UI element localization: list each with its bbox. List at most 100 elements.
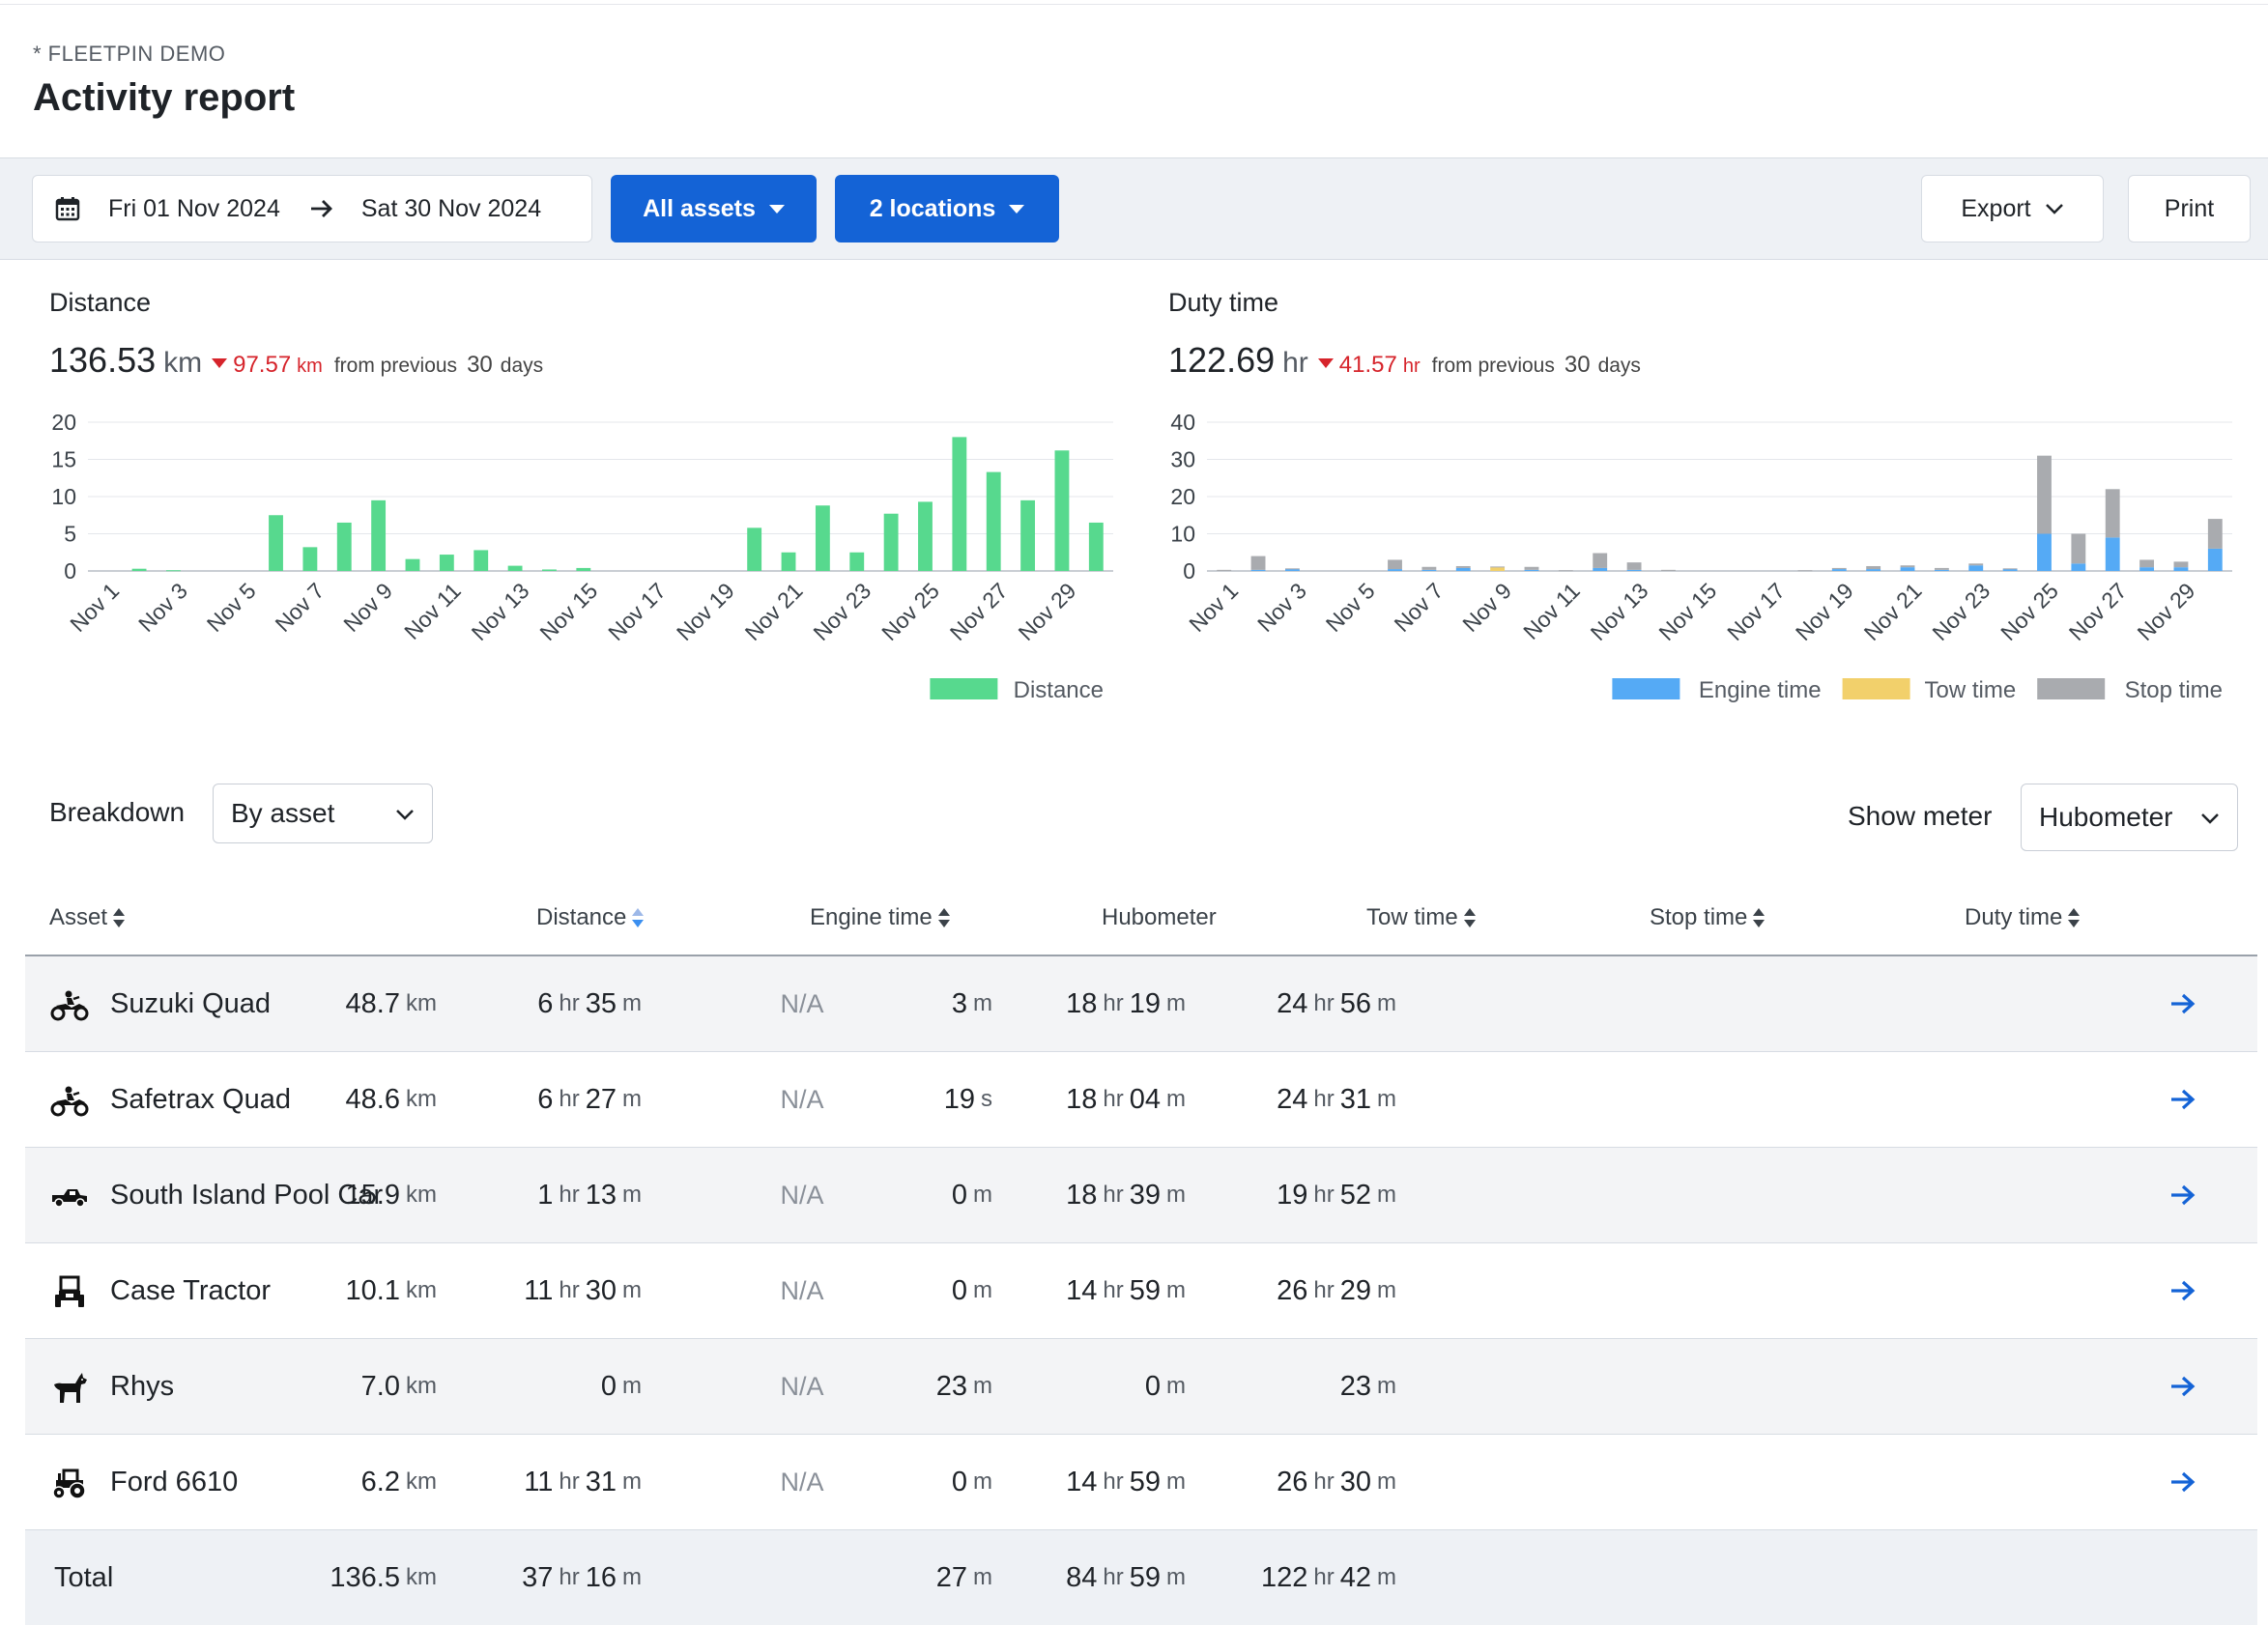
distance-x-tick-label: Nov 21 xyxy=(740,578,808,645)
duty-bar-engine-time[interactable] xyxy=(2105,537,2120,571)
duty-x-tick-label: Nov 3 xyxy=(1252,578,1311,637)
distance-bar-distance[interactable] xyxy=(918,501,933,571)
date-to[interactable]: Sat 30 Nov 2024 xyxy=(360,194,542,222)
duty-bar-engine-time[interactable] xyxy=(1626,569,1642,571)
duty-bar-engine-time[interactable] xyxy=(1866,569,1881,571)
duty-bar-engine-time[interactable] xyxy=(1284,569,1300,571)
distance-bar-distance[interactable] xyxy=(165,570,181,572)
distance-bar-distance[interactable] xyxy=(1054,450,1070,571)
distance-bar-distance[interactable] xyxy=(542,569,557,571)
duty-bar-stop-time[interactable] xyxy=(1490,566,1506,568)
duty-bar-stop-time[interactable] xyxy=(1250,556,1266,570)
arrow-right-icon[interactable] xyxy=(2168,1469,2197,1495)
header-tow-time[interactable]: Tow time xyxy=(1366,904,1476,931)
duty-bar-engine-time[interactable] xyxy=(1524,569,1539,571)
duty-bar-stop-time[interactable] xyxy=(2173,561,2189,568)
duty-bar-stop-time[interactable] xyxy=(1455,565,1471,568)
date-range-picker[interactable]: Fri 01 Nov 2024 Sat 30 Nov 2024 xyxy=(32,175,592,242)
duty-bar-tow-time[interactable] xyxy=(1490,567,1506,571)
duty-bar-stop-time[interactable] xyxy=(2071,533,2086,564)
duty-bar-stop-time[interactable] xyxy=(1558,570,1573,572)
distance-bar-distance[interactable] xyxy=(439,555,454,571)
export-button[interactable]: Export xyxy=(1921,175,2104,242)
duty-bar-engine-time[interactable] xyxy=(2037,533,2052,572)
duty-bar-engine-time[interactable] xyxy=(1455,567,1471,571)
duty-bar-engine-time[interactable] xyxy=(1831,569,1847,571)
meter-select[interactable]: Hubometer xyxy=(2021,784,2238,851)
table-row[interactable]: Safetrax Quad 48.6 km 6 hr 27 m N/A 19 s 18 hr 04 m 24… xyxy=(25,1052,2257,1148)
duty-bar-engine-time[interactable] xyxy=(1250,569,1266,571)
duty-bar-engine-time[interactable] xyxy=(2207,548,2223,571)
duty-bar-stop-time[interactable] xyxy=(1661,569,1676,571)
table-row[interactable]: Case Tractor 10.1 km 11 hr 30 m N/A 0 m 14 hr 59 m 26 h… xyxy=(25,1243,2257,1339)
duty-bar-engine-time[interactable] xyxy=(1968,565,1984,571)
duty-bar-engine-time[interactable] xyxy=(1421,569,1437,571)
distance-bar-distance[interactable] xyxy=(405,558,420,571)
distance-bar-distance[interactable] xyxy=(336,522,352,571)
header-stop-time[interactable]: Stop time xyxy=(1650,904,1766,931)
duty-bar-stop-time[interactable] xyxy=(1593,553,1608,568)
distance-bar-distance[interactable] xyxy=(781,552,796,571)
duty-bar-stop-time[interactable] xyxy=(1217,569,1232,571)
duty-bar-engine-time[interactable] xyxy=(1934,569,1949,571)
locations-button[interactable]: 2 locations xyxy=(835,175,1059,242)
print-button[interactable]: Print xyxy=(2128,175,2251,242)
distance-bar-distance[interactable] xyxy=(507,565,523,571)
distance-bar-distance[interactable] xyxy=(1088,522,1104,571)
header-engine-time[interactable]: Engine time xyxy=(810,904,950,931)
duty-bar-stop-time[interactable] xyxy=(1626,562,1642,570)
table-row[interactable]: Rhys 7.0 km 0 m N/A 23 m 0 m 23 m xyxy=(25,1339,2257,1435)
duty-bar-stop-time[interactable] xyxy=(2207,519,2223,549)
duty-bar-stop-time[interactable] xyxy=(1831,567,1847,570)
duty-bar-stop-time[interactable] xyxy=(1900,565,1915,568)
table-row[interactable]: South Island Pool Car 15.9 km 1 hr 13 m N/A 0 m 18… xyxy=(25,1148,2257,1243)
distance-bar-distance[interactable] xyxy=(1020,499,1036,571)
duty-bar-engine-time[interactable] xyxy=(1388,569,1402,571)
distance-bar-distance[interactable] xyxy=(302,547,318,571)
duty-bar-stop-time[interactable] xyxy=(1797,570,1813,572)
duty-x-tick-label: Nov 17 xyxy=(1722,578,1790,645)
duty-bar-engine-time[interactable] xyxy=(2071,563,2086,571)
distance-bar-distance[interactable] xyxy=(952,437,967,571)
duty-bar-engine-time[interactable] xyxy=(2173,567,2189,571)
duty-bar-stop-time[interactable] xyxy=(1934,567,1949,570)
arrow-right-icon[interactable] xyxy=(2168,1183,2197,1208)
distance-bar-distance[interactable] xyxy=(371,499,387,571)
distance-bar-distance[interactable] xyxy=(474,550,489,571)
distance-bar-distance[interactable] xyxy=(815,505,830,571)
duty-bar-stop-time[interactable] xyxy=(1524,566,1539,570)
date-from[interactable]: Fri 01 Nov 2024 xyxy=(108,194,280,222)
header-duty-time[interactable]: Duty time xyxy=(1965,904,2081,931)
header-distance[interactable]: Distance xyxy=(536,904,645,931)
distance-bar-distance[interactable] xyxy=(849,552,865,571)
distance-bar-distance[interactable] xyxy=(747,527,762,571)
distance-bar-distance[interactable] xyxy=(883,513,899,571)
duty-bar-engine-time[interactable] xyxy=(2002,569,2018,571)
distance-bar-distance[interactable] xyxy=(269,515,283,571)
duty-bar-engine-time[interactable] xyxy=(2139,567,2155,571)
header-asset[interactable]: Asset xyxy=(49,904,126,931)
duty-bar-stop-time[interactable] xyxy=(2139,559,2155,568)
duty-bar-stop-time[interactable] xyxy=(1866,565,1881,570)
duty-bar-stop-time[interactable] xyxy=(1968,563,1984,566)
duty-bar-stop-time[interactable] xyxy=(2002,568,2018,570)
duty-bar-engine-time[interactable] xyxy=(1900,567,1915,571)
all-assets-button[interactable]: All assets xyxy=(611,175,817,242)
arrow-right-icon[interactable] xyxy=(2168,1087,2197,1112)
duty-bar-stop-time[interactable] xyxy=(2105,489,2120,538)
duty-bar-stop-time[interactable] xyxy=(1421,566,1437,570)
arrow-right-icon[interactable] xyxy=(2168,991,2197,1016)
arrow-right-icon[interactable] xyxy=(2168,1374,2197,1399)
distance-delta-unit: km xyxy=(297,356,323,377)
table-row[interactable]: Ford 6610 6.2 km 11 hr 31 m N/A 0 m 14 hr 59 m 26 hr 30 m xyxy=(25,1435,2257,1530)
table-row[interactable]: Suzuki Quad 48.7 km 6 hr 35 m N/A 3 m 18 hr 19 m 24 hr 5… xyxy=(25,956,2257,1052)
duty-bar-stop-time[interactable] xyxy=(1284,568,1300,570)
distance-bar-distance[interactable] xyxy=(986,471,1001,571)
duty-bar-stop-time[interactable] xyxy=(1388,559,1402,570)
distance-bar-distance[interactable] xyxy=(131,568,147,571)
breakdown-select[interactable]: By asset xyxy=(213,784,433,843)
arrow-right-icon[interactable] xyxy=(2168,1278,2197,1303)
distance-bar-distance[interactable] xyxy=(576,567,591,571)
duty-bar-stop-time[interactable] xyxy=(2037,455,2052,534)
duty-bar-engine-time[interactable] xyxy=(1593,567,1608,571)
